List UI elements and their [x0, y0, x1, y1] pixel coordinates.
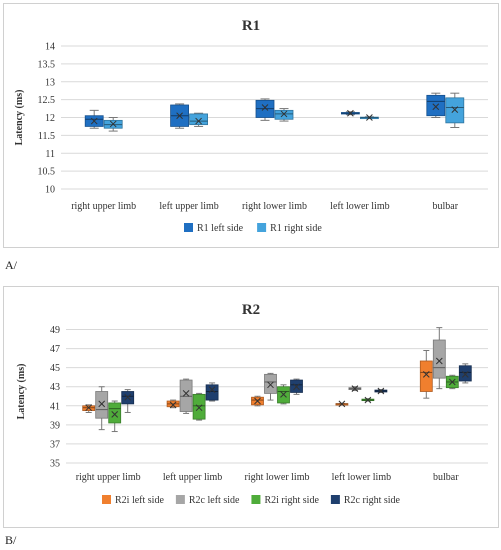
- chart2-mean-marker: [98, 400, 106, 408]
- chart2-ytick-label: 45: [50, 363, 60, 374]
- chart1-ytick-label: 12: [45, 113, 55, 124]
- chart1-ytick-label: 13.5: [38, 59, 56, 70]
- chart2-mean-marker: [208, 386, 216, 393]
- chart2-ytick-label: 37: [50, 439, 60, 450]
- chart1-ylabel: Latency (ms): [14, 90, 25, 146]
- chart2-legend-swatch: [251, 495, 261, 504]
- panel-label-b: B/: [5, 533, 17, 547]
- chart2-mean-marker: [435, 357, 443, 365]
- panel-label-a: A/: [5, 258, 17, 272]
- chart2-category-label: left upper limb: [163, 472, 222, 483]
- chart2-legend-swatch: [175, 495, 185, 504]
- chart1-ytick-label: 11.5: [38, 131, 55, 142]
- chart2-mean-marker: [364, 396, 372, 404]
- chart2-box: [458, 365, 472, 382]
- chart2-box: [432, 339, 446, 379]
- chart2-legend-swatch: [102, 495, 111, 504]
- chart2-ytick-label: 41: [50, 401, 60, 412]
- chart2-box: [264, 373, 277, 394]
- chart2-legend-swatch: [330, 495, 340, 504]
- chart2-box: [108, 402, 122, 424]
- chart2-box: [95, 391, 109, 419]
- chart2-mean-marker: [377, 387, 385, 395]
- chart1-mean-marker: [366, 114, 373, 121]
- chart2-category-label: bulbar: [433, 472, 459, 483]
- chart2-mean-marker: [338, 400, 346, 408]
- chart1-mean-marker: [176, 112, 183, 120]
- chart2-mean-marker: [254, 397, 261, 405]
- chart2-legend-label: R2i right side: [264, 495, 319, 506]
- chart1-box: [445, 97, 465, 124]
- chart1-category-label: right lower limb: [242, 201, 307, 212]
- chart2-mean-marker: [280, 391, 287, 398]
- chart2-mean-marker: [182, 390, 190, 397]
- chart1-legend-swatch: [184, 223, 193, 232]
- chart2-legend-label: R2i left side: [115, 495, 164, 506]
- chart-r1-svg: R1 Latency (ms) 10 10.5 11 11.5 12 12.5 13 13.5 14…: [14, 18, 488, 234]
- chart1-ytick-label: 13: [45, 77, 55, 88]
- chart2-mean-marker: [124, 393, 132, 401]
- chart-r2-svg: R2 Latency (ms) 35 37 39 41 43 45 47 49 right uppe…: [16, 302, 488, 506]
- chart2-mean-marker: [448, 378, 456, 386]
- chart1-category-label: right upper limb: [71, 201, 136, 212]
- chart1-category-label: bulbar: [433, 201, 459, 212]
- chart2-ytick-label: 39: [50, 420, 60, 431]
- chart1-ytick-label: 14: [45, 42, 55, 53]
- chart-panel-r1: R1 Latency (ms) 10 10.5 11 11.5 12 12.5 13 13.5 14…: [3, 3, 499, 248]
- chart1-mean-marker: [432, 103, 440, 111]
- chart1-legend-label: R1 left side: [197, 223, 244, 234]
- chart-panel-r2: R2 Latency (ms) 35 37 39 41 43 45 47 49 right uppe…: [3, 286, 499, 528]
- chart1-ytick-label: 10.5: [38, 167, 56, 178]
- chart1-title: R1: [242, 18, 260, 34]
- chart2-ytick-label: 35: [50, 459, 60, 470]
- chart1-legend-label: R1 right side: [270, 223, 322, 234]
- chart2-ylabel: Latency (ms): [16, 364, 27, 420]
- chart1-mean-marker: [261, 104, 269, 111]
- chart1-ytick-label: 10: [45, 185, 55, 196]
- chart1-box: [274, 109, 294, 120]
- chart1-legend-swatch: [257, 223, 267, 232]
- chart2-category-label: right lower limb: [245, 472, 310, 483]
- chart1-mean-marker: [347, 109, 354, 117]
- chart1-mean-marker: [195, 117, 202, 125]
- chart2-mean-marker: [267, 381, 274, 389]
- chart2-mean-marker: [351, 385, 359, 392]
- chart2-mean-marker: [195, 404, 203, 412]
- chart2-box: [192, 393, 206, 420]
- chart2-category-label: right upper limb: [76, 472, 141, 483]
- chart2-title: R2: [242, 302, 260, 318]
- chart2-legend-label: R2c left side: [189, 495, 240, 506]
- chart1-mean-marker: [90, 117, 98, 125]
- chart2-box: [205, 384, 219, 401]
- chart1-category-label: left upper limb: [159, 201, 218, 212]
- chart1-ytick-label: 11: [45, 149, 55, 160]
- chart2-mean-marker: [85, 404, 93, 412]
- chart2-ytick-label: 47: [50, 344, 60, 355]
- chart2-ytick-label: 49: [50, 325, 60, 336]
- chart1-category-label: left lower limb: [330, 201, 389, 212]
- chart2-box: [419, 360, 433, 392]
- chart2-mean-marker: [461, 370, 469, 378]
- chart2-mean-marker: [111, 411, 119, 418]
- chart2-ytick-label: 43: [50, 382, 60, 393]
- chart2-mean-marker: [169, 401, 177, 409]
- chart1-mean-marker: [109, 120, 117, 128]
- chart1-mean-marker: [280, 110, 288, 118]
- chart2-mean-marker: [293, 383, 300, 391]
- chart2-legend-label: R2c right side: [344, 495, 401, 506]
- chart2-mean-marker: [422, 370, 430, 378]
- chart2-category-label: left lower limb: [332, 472, 391, 483]
- chart1-mean-marker: [451, 106, 459, 113]
- chart1-ytick-label: 12.5: [38, 95, 56, 106]
- chart1-box: [426, 94, 446, 117]
- chart1-box: [189, 113, 209, 126]
